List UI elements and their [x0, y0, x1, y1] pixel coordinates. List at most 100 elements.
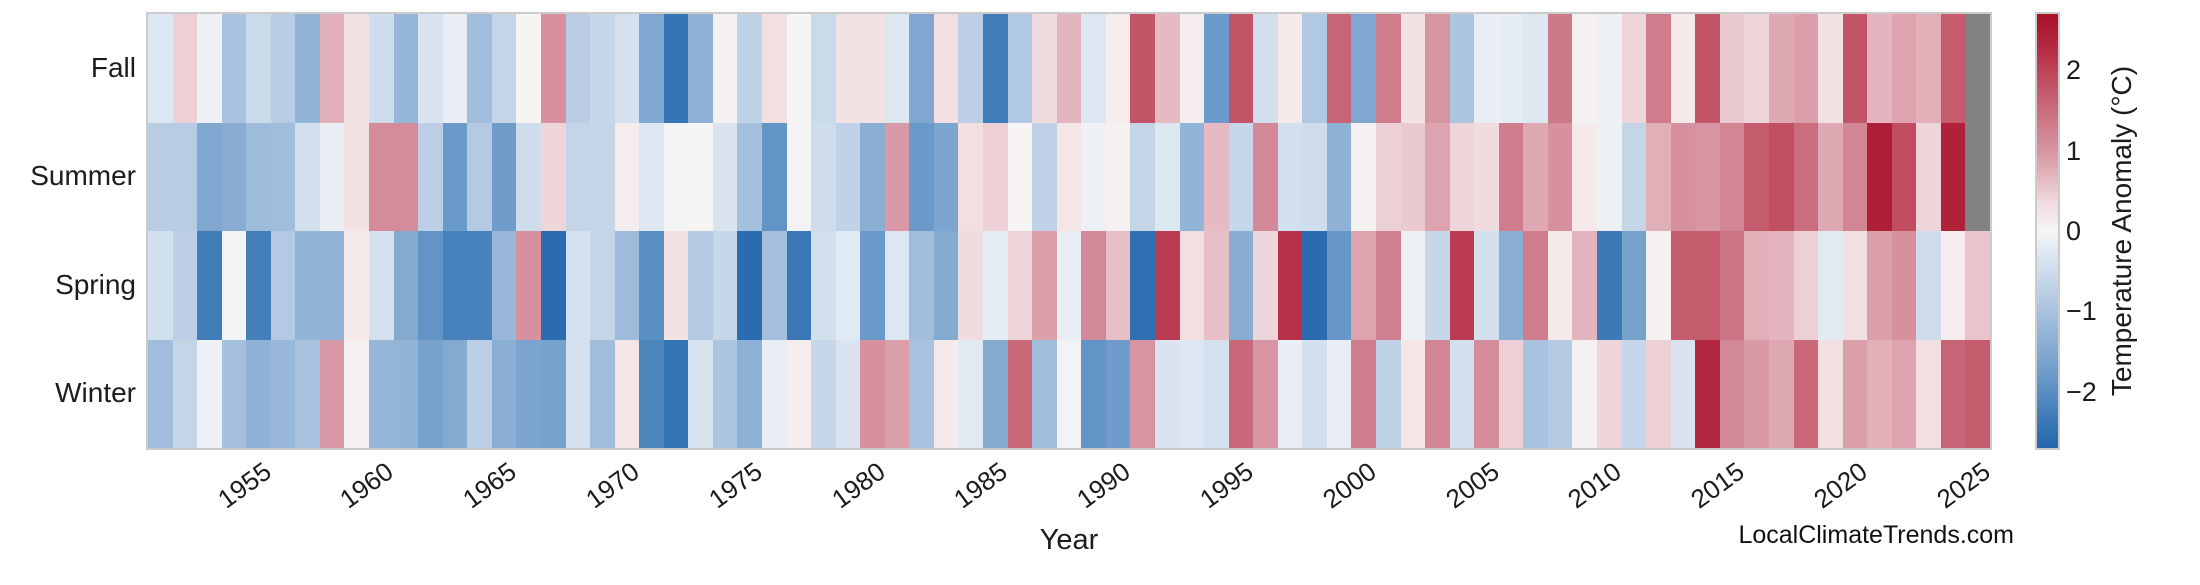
heatmap-cell — [1916, 339, 1941, 448]
x-tick-label: 1955 — [211, 456, 277, 515]
heatmap-cell — [418, 339, 443, 448]
heatmap-cell — [418, 231, 443, 340]
heatmap-cell — [1695, 14, 1720, 123]
heatmap-cell — [467, 231, 492, 340]
heatmap-cell — [688, 339, 713, 448]
heatmap-cell — [1646, 231, 1671, 340]
heatmap-cell — [1965, 14, 1990, 123]
heatmap-cell — [1867, 122, 1892, 231]
heatmap-cell — [1621, 14, 1647, 123]
heatmap-cell — [1793, 122, 1819, 231]
heatmap-cell — [1253, 231, 1278, 340]
heatmap-cell — [1351, 14, 1376, 123]
heatmap-cell — [835, 339, 861, 448]
heatmap-cell — [1400, 14, 1426, 123]
heatmap-cell — [418, 14, 443, 123]
heatmap-cell — [270, 231, 296, 340]
heatmap-cell — [1081, 122, 1106, 231]
heatmap-cell — [1719, 339, 1745, 448]
row-label-spring: Spring — [55, 269, 136, 300]
row-label-summer: Summer — [30, 160, 136, 191]
heatmap-cell — [1474, 14, 1499, 123]
heatmap-cell — [933, 339, 959, 448]
heatmap-cell — [172, 14, 198, 123]
heatmap-cell — [1523, 231, 1548, 340]
heatmap-cell — [1965, 231, 1990, 340]
heatmap-cell — [958, 339, 984, 448]
heatmap-cell — [1547, 339, 1573, 448]
heatmap-cell — [1646, 122, 1671, 231]
heatmap-cell — [1891, 339, 1917, 448]
heatmap-cell — [1768, 122, 1794, 231]
heatmap-cell — [1572, 231, 1598, 340]
heatmap-cell — [1670, 14, 1696, 123]
heatmap-cell — [319, 339, 345, 448]
heatmap-cell — [565, 339, 591, 448]
heatmap-cell — [1326, 14, 1352, 123]
heatmap-cell — [270, 122, 296, 231]
heatmap-cell — [590, 339, 615, 448]
heatmap-cell — [983, 122, 1008, 231]
heatmap-cell — [1670, 122, 1696, 231]
heatmap-cell — [983, 14, 1008, 123]
x-tick-label: 2000 — [1316, 456, 1382, 515]
heatmap-cell — [393, 14, 419, 123]
heatmap-cell — [1891, 122, 1917, 231]
heatmap-cell — [712, 339, 738, 448]
heatmap-cell — [1277, 231, 1303, 340]
heatmap-cell — [1793, 231, 1819, 340]
heatmap-cell — [1130, 339, 1155, 448]
heatmap-cell — [516, 14, 541, 123]
heatmap-cell — [1842, 339, 1868, 448]
heatmap-cell — [614, 231, 640, 340]
heatmap-cell — [1449, 231, 1475, 340]
heatmap-cell — [1744, 231, 1769, 340]
watermark-text: LocalClimateTrends.com — [1738, 521, 2014, 549]
heatmap-cell — [1179, 14, 1205, 123]
heatmap-cell — [1326, 122, 1352, 231]
heatmap-cell — [344, 231, 370, 340]
heatmap-cell — [1523, 339, 1548, 448]
heatmap-cell — [172, 339, 198, 448]
heatmap-cell — [516, 122, 541, 231]
heatmap-cell — [1768, 339, 1794, 448]
heatmap-cell — [958, 231, 984, 340]
heatmap-cell — [860, 339, 885, 448]
heatmap-cell — [1719, 231, 1745, 340]
x-tick-label: 1995 — [1194, 456, 1259, 515]
heatmap-cell — [221, 122, 247, 231]
heatmap-cell — [467, 122, 492, 231]
heatmap-cell — [369, 339, 394, 448]
heatmap-cell — [1744, 14, 1769, 123]
heatmap-cell — [786, 122, 812, 231]
x-tick-label: 2025 — [1930, 456, 1996, 515]
heatmap-cell — [246, 339, 271, 448]
heatmap-cell — [319, 14, 345, 123]
heatmap-cell — [884, 122, 910, 231]
heatmap-cell — [663, 339, 689, 448]
heatmap-cell — [983, 231, 1008, 340]
heatmap-cell — [1351, 122, 1376, 231]
heatmap-cell — [221, 339, 247, 448]
heatmap-cell — [393, 122, 419, 231]
heatmap-cell — [737, 231, 762, 340]
heatmap-cell — [344, 339, 370, 448]
heatmap-cell — [1375, 339, 1401, 448]
heatmap-cell — [565, 231, 591, 340]
heatmap-cell — [712, 14, 738, 123]
heatmap-cell — [933, 122, 959, 231]
heatmap-cell — [688, 122, 713, 231]
heatmap-cell — [811, 14, 836, 123]
heatmap-cell — [295, 231, 320, 340]
heatmap-cell — [221, 14, 247, 123]
heatmap-cell — [1277, 122, 1303, 231]
heatmap-cell — [614, 122, 640, 231]
heatmap-cell — [1572, 339, 1598, 448]
heatmap-cell — [1449, 339, 1475, 448]
heatmap-cell — [369, 122, 394, 231]
heatmap-cell — [442, 122, 468, 231]
heatmap-cell — [737, 122, 762, 231]
heatmap-cell — [884, 339, 910, 448]
heatmap-cell — [614, 339, 640, 448]
